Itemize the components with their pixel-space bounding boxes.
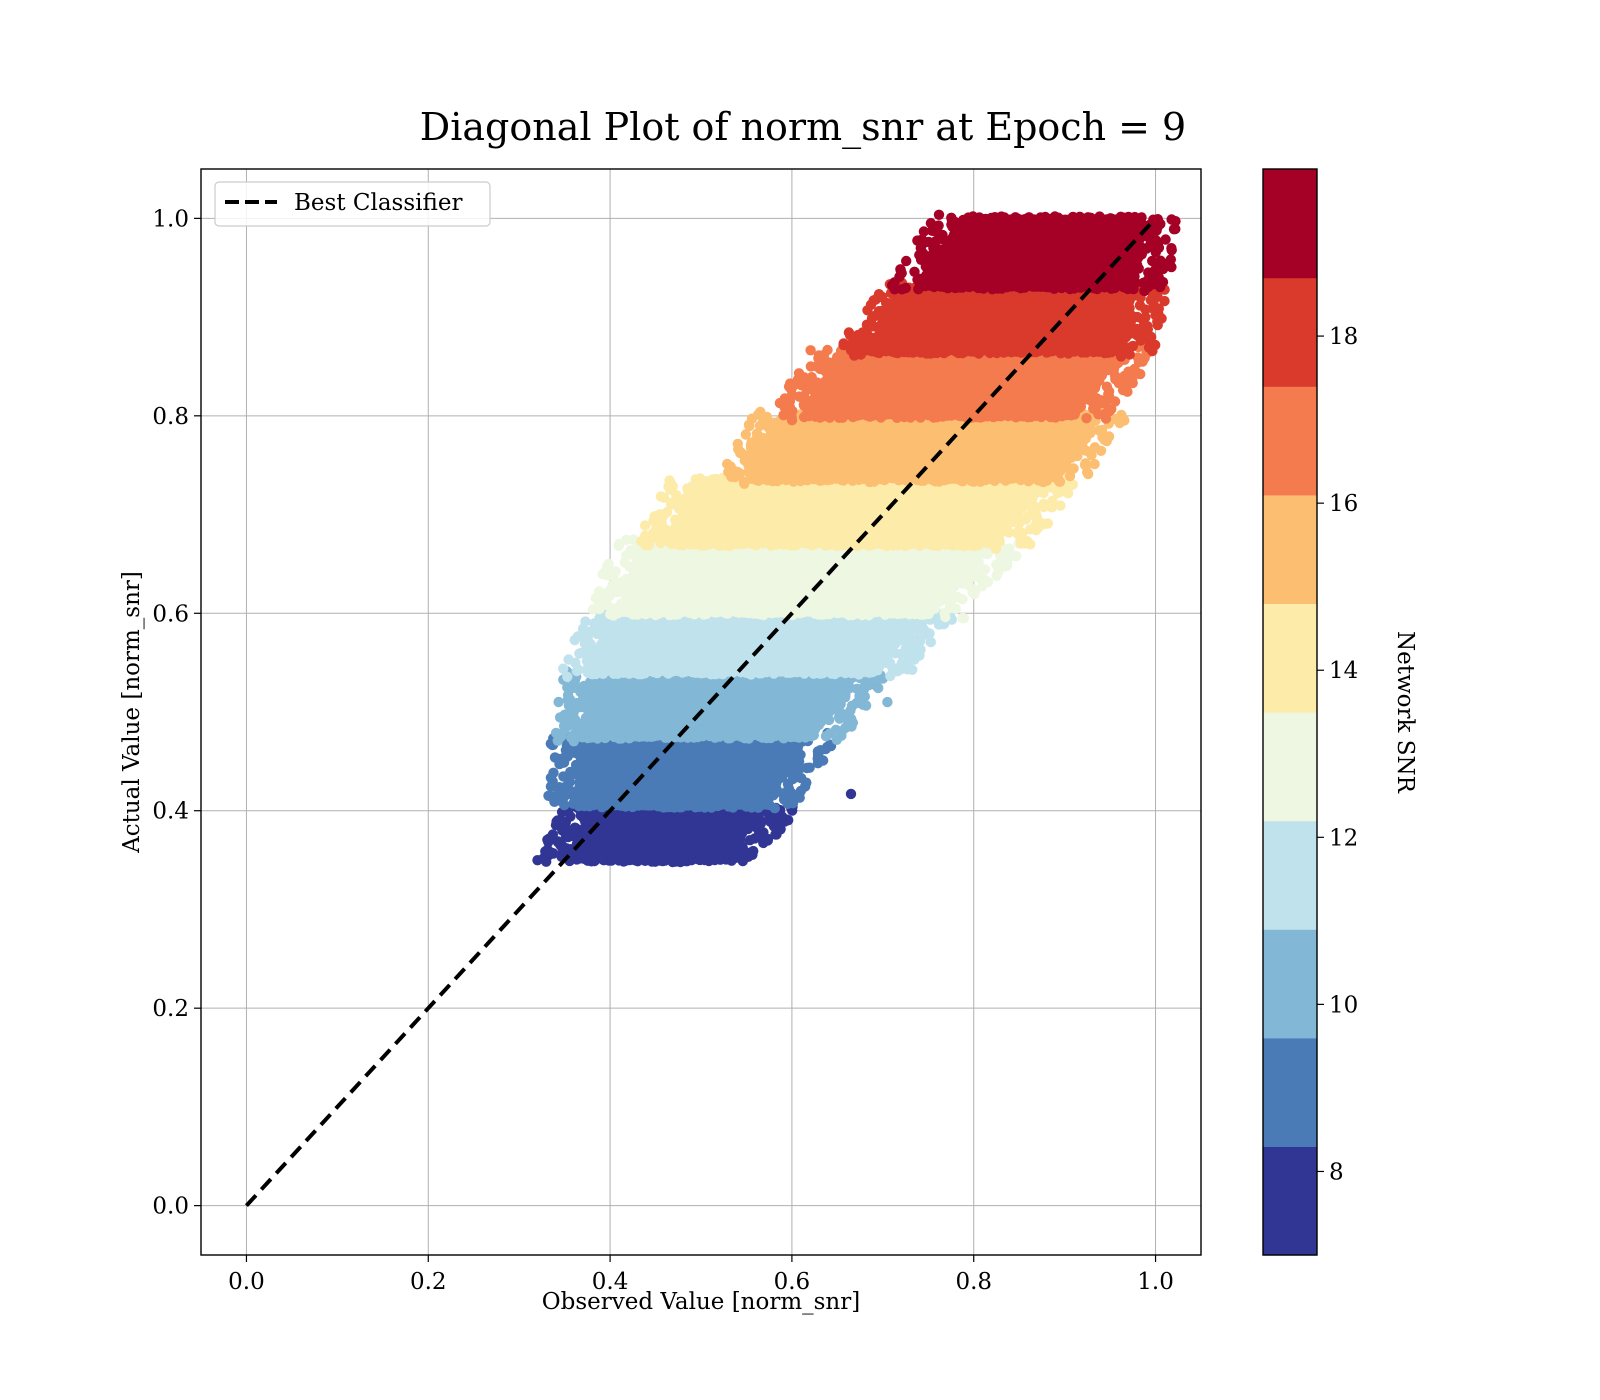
scatter-points xyxy=(532,209,1181,868)
scatter-point xyxy=(569,822,581,833)
scatter-point xyxy=(882,696,893,708)
scatter-point xyxy=(924,628,935,639)
scatter-point xyxy=(543,790,554,801)
scatter-point xyxy=(745,847,756,858)
scatter-point xyxy=(873,682,884,694)
chart-title: Diagonal Plot of norm_snr at Epoch = 9 xyxy=(420,105,1186,150)
scatter-point xyxy=(830,724,842,735)
scatter-point xyxy=(845,788,857,800)
scatter-point xyxy=(558,663,569,674)
scatter-point xyxy=(554,712,566,723)
scatter-point xyxy=(563,654,574,665)
scatter-point xyxy=(560,820,571,831)
scatter-point xyxy=(541,856,552,867)
scatter-point xyxy=(547,829,559,840)
scatter-point xyxy=(580,616,591,627)
scatter-point xyxy=(560,781,572,792)
scatter-point xyxy=(783,782,794,794)
scatter-point xyxy=(548,767,559,778)
scatter-point xyxy=(755,818,766,829)
scatter-point xyxy=(540,846,551,857)
scatter-point xyxy=(532,855,543,866)
scatter-point xyxy=(553,696,564,708)
